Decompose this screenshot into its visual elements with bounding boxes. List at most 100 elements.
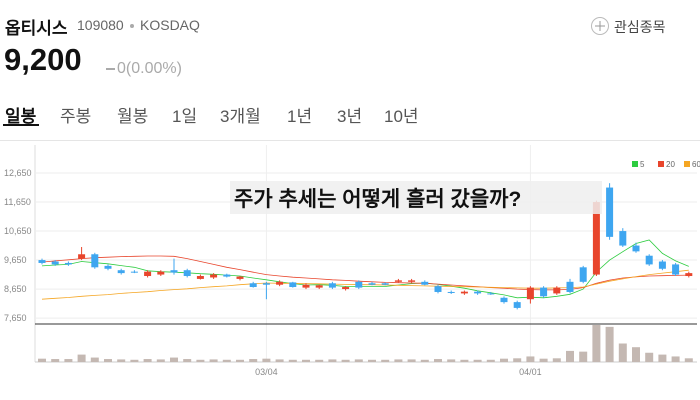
volume-bar [77,354,86,362]
volume-bar [500,358,508,362]
candle-body [117,270,125,274]
volume-bar [394,359,403,362]
volume-bar [447,359,456,362]
candle-body [223,274,231,277]
volume-bar [566,350,574,362]
watchlist-button[interactable]: 관심종목 [614,19,666,35]
volume-bar [183,359,192,362]
candle-body [78,254,86,259]
volume-bar [275,359,284,362]
period-tab[interactable]: 월봉 [117,107,149,126]
candle-body [289,282,297,288]
volume-bar [592,325,601,362]
candle-body [144,271,152,277]
y-tick-label: 7,650 [4,313,27,323]
volume-bar [236,359,244,362]
legend-swatch [658,161,664,167]
candle-body [355,281,363,288]
candle-body [526,287,534,300]
period-tab[interactable]: 1일 [172,107,198,126]
volume-bar [341,359,350,362]
volume-bar [632,347,640,362]
volume-bar [460,359,469,362]
volume-bar [170,357,178,362]
candle-body [408,280,416,282]
candle-body [487,293,495,295]
moving-average-line [41,255,689,291]
x-tick-label: 04/01 [519,367,542,377]
candle-body [447,291,455,293]
candle-body [328,283,336,288]
volume-bar [38,358,46,362]
candle-body [394,280,402,282]
volume-bar [381,359,390,362]
period-tab[interactable]: 일봉 [5,107,37,126]
candle-body [685,273,693,277]
period-tab[interactable]: 10년 [384,107,419,126]
volume-bar [156,359,165,362]
period-tab[interactable]: 3년 [337,107,363,126]
candle-body [513,302,521,308]
volume-bar [262,358,271,362]
legend-label: 20 [666,160,675,169]
legend-label: 60 [692,160,700,169]
candle-body [434,286,442,292]
candle-body [183,270,191,277]
candle-body [579,267,587,282]
candle-body [262,283,270,285]
legend-label: 5 [640,160,645,169]
candle-body [632,245,640,252]
stock-code: 109080 [77,17,124,33]
price: 9,200 [4,42,82,77]
volume-bar [315,359,324,362]
active-tab-underline [3,124,39,126]
candle-body [236,276,244,279]
unchanged-mark [106,68,115,70]
candle-body [315,285,323,288]
volume-bar [513,358,522,362]
volume-bar [130,359,139,362]
volume-bar [90,357,99,362]
volume-bar [671,356,680,362]
watchlist-icon[interactable] [590,16,610,36]
candle-body [500,297,508,303]
volume-bar [486,359,495,362]
volume-bar [618,343,627,362]
volume-bar [658,354,667,362]
y-tick-label: 9,650 [4,255,27,265]
y-tick-label: 11,650 [4,197,31,207]
candle-body [342,287,350,290]
volume-bar [579,351,588,362]
candle-body [302,284,310,288]
volume-bar [368,359,376,362]
candle-body [553,287,561,294]
separator-dot [130,24,134,28]
candle-body [51,261,59,265]
volume-bar [249,359,258,362]
volume-bar [684,358,693,362]
candle-body [421,281,429,285]
period-tab[interactable]: 1년 [287,107,313,126]
overlay-text: 주가 추세는 어떻게 흘러 갔을까? [234,187,521,211]
x-tick-label: 03/04 [255,367,278,377]
candle-body [658,261,666,269]
volume-bar [64,359,73,362]
period-tab[interactable]: 주봉 [60,107,92,126]
volume-bar [51,359,60,362]
volume-bar [473,359,482,362]
volume-bar [104,359,112,362]
candle-body [104,265,112,269]
candle-body [540,287,548,297]
candle-body [157,271,165,275]
stock-name: 옵티시스 [5,19,68,38]
period-tab[interactable]: 3개월 [220,107,261,126]
candle-body [170,270,178,273]
volume-bar [143,359,152,362]
divider [0,140,700,141]
legend-swatch [632,161,638,167]
candle-body [606,187,614,237]
volume-bar [434,359,442,362]
volume-bar [605,326,614,362]
